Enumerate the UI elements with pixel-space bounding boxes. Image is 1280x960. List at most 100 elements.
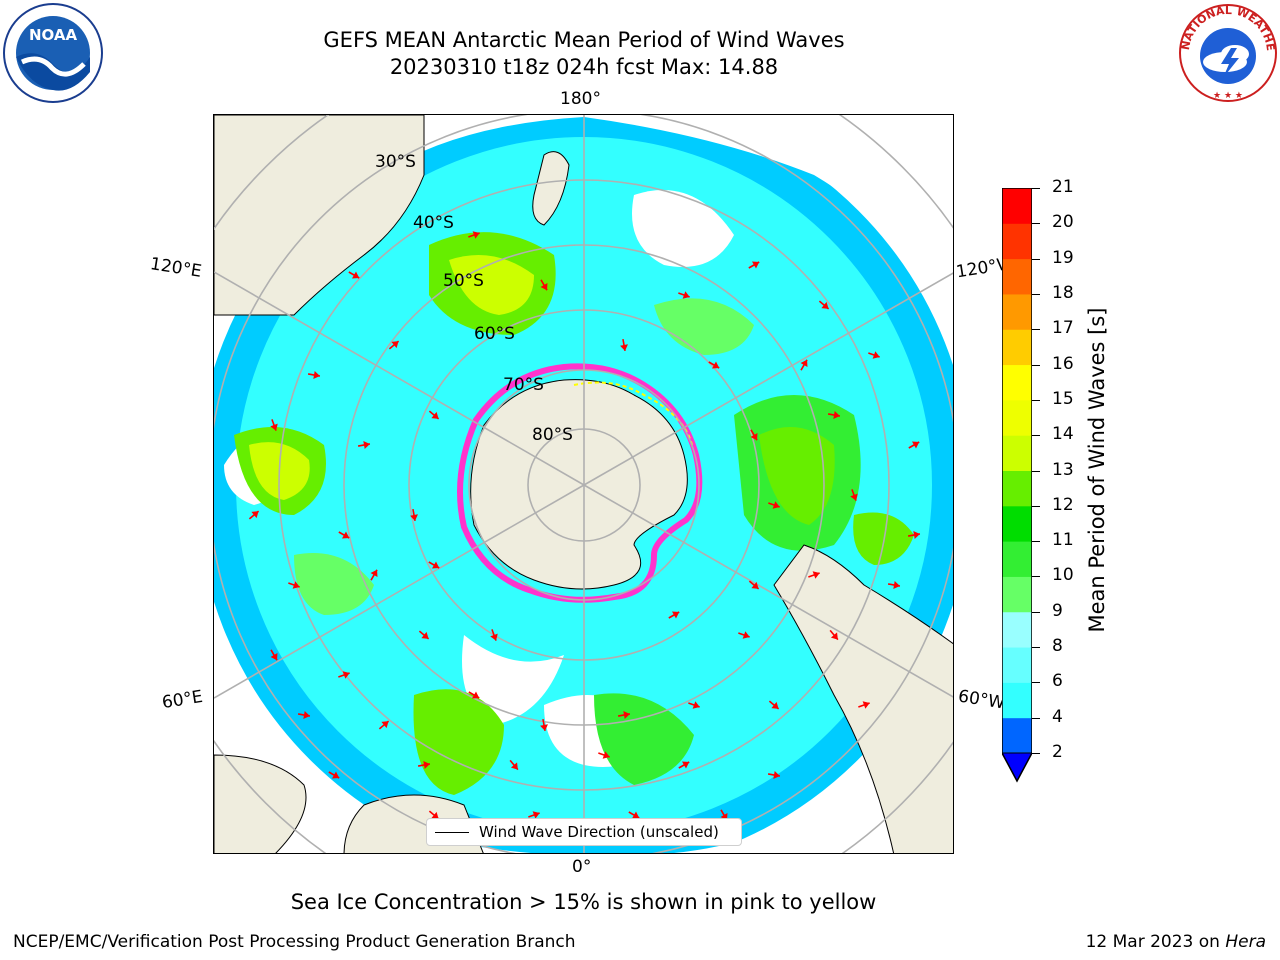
wave-direction-arrow	[328, 771, 340, 779]
machine-name: Hera	[1225, 932, 1266, 952]
colorbar-tick-label: 17	[1052, 318, 1074, 339]
colorbar-tick-mark	[1032, 541, 1040, 543]
antarctica-landmass	[470, 379, 688, 590]
wave-direction-arrow	[417, 761, 431, 769]
colorbar-tick-mark	[1032, 682, 1040, 684]
colorbar	[1002, 188, 1032, 783]
colorbar-tick-mark	[1032, 611, 1040, 613]
wave-direction-arrow	[338, 671, 350, 679]
colorbar-band	[1002, 223, 1032, 260]
colorbar-label: Mean Period of Wind Waves [s]	[1085, 307, 1109, 633]
wave-direction-arrow	[468, 691, 480, 699]
wave-direction-arrow	[800, 359, 808, 371]
lat-label-40s: 40°S	[413, 213, 454, 233]
wave-direction-arrow	[808, 571, 820, 579]
colorbar-tick-label: 6	[1052, 671, 1063, 692]
wave-direction-arrow	[858, 701, 870, 709]
wave-direction-arrow	[540, 718, 548, 732]
wave-direction-arrow	[307, 371, 321, 379]
colorbar-outline	[1002, 188, 1032, 783]
colorbar-band	[1002, 188, 1032, 224]
new-zealand-landmass	[532, 151, 570, 226]
wave-direction-arrow	[620, 338, 628, 352]
wave-direction-arrow	[678, 761, 690, 769]
colorbar-tick-mark	[1032, 329, 1040, 331]
wave-direction-arrow	[678, 291, 690, 299]
colorbar-extend-triangle	[1002, 752, 1032, 783]
colorbar-band	[1002, 329, 1032, 366]
wave-direction-arrow	[748, 261, 760, 269]
noaa-logo-icon: NOAA	[3, 3, 103, 103]
colorbar-band	[1002, 647, 1032, 683]
africa-landmass	[214, 754, 307, 853]
colorbar-tick-mark	[1032, 223, 1040, 225]
wave-direction-arrow	[270, 649, 278, 661]
colorbar-band	[1002, 611, 1032, 648]
wave-direction-arrow	[708, 361, 720, 369]
wave-direction-arrow	[428, 810, 440, 820]
colorbar-tick-label: 13	[1052, 459, 1074, 480]
wave-direction-arrow	[887, 581, 901, 589]
colorbar-tick-label: 19	[1052, 247, 1074, 268]
wave-direction-arrow	[688, 701, 700, 709]
wave-direction-arrow	[378, 720, 390, 730]
wave-direction-arrow	[668, 611, 680, 619]
wave-direction-arrow	[338, 531, 350, 539]
lon-label-120e: 120°E	[148, 254, 203, 282]
wave-direction-arrow	[818, 300, 830, 310]
colorbar-tick-mark	[1032, 647, 1040, 649]
wave-direction-arrow	[288, 581, 300, 589]
wave-direction-arrow	[348, 271, 360, 279]
wave-direction-arrow	[850, 489, 858, 501]
date-line: 12 Mar 2023 on Hera	[1086, 932, 1266, 952]
lon-label-0: 0°	[572, 857, 592, 877]
lat-label-70s: 70°S	[503, 375, 544, 395]
wave-direction-arrow	[490, 629, 498, 641]
chart-subtitle: 20230310 t18z 024h fcst Max: 14.88	[389, 55, 779, 79]
colorbar-tick-label: 18	[1052, 282, 1074, 303]
wave-direction-arrow	[509, 759, 519, 771]
sea-ice-note: Sea Ice Concentration > 15% is shown in …	[290, 890, 877, 914]
colorbar-tick-label: 8	[1052, 636, 1063, 657]
colorbar-tick-mark	[1032, 364, 1040, 366]
wave-direction-arrow	[297, 711, 311, 719]
colorbar-band	[1002, 364, 1032, 401]
longitude-grid	[214, 115, 953, 853]
colorbar-tick-label: 2	[1052, 742, 1063, 762]
map-plot	[213, 114, 954, 854]
lon-label-60e: 60°E	[160, 686, 205, 714]
wave-direction-arrow	[617, 711, 631, 719]
colorbar-band	[1002, 505, 1032, 542]
wave-direction-arrow	[428, 410, 440, 420]
wave-direction-arrow	[748, 580, 760, 590]
colorbar-tick-mark	[1032, 258, 1040, 260]
wave-direction-arrow	[540, 279, 548, 291]
colorbar-tick-label: 11	[1052, 530, 1074, 551]
date-text: 12 Mar 2023 on	[1085, 932, 1226, 952]
colorbar-tick-mark	[1032, 717, 1040, 719]
nws-logo-icon: NATIONAL WEATHER SERVICE ★ ★ ★	[1177, 2, 1277, 102]
map-canvas	[214, 115, 953, 853]
colorbar-tick-label: 10	[1052, 565, 1074, 586]
colorbar-band	[1002, 399, 1032, 436]
credit-line: NCEP/EMC/Verification Post Processing Pr…	[13, 932, 576, 952]
wave-direction-arrow	[738, 631, 750, 639]
lon-label-60w: 60°W	[956, 686, 1007, 714]
lat-label-60s: 60°S	[474, 324, 515, 344]
wave-direction-arrow	[868, 351, 880, 359]
colorbar-tick-mark	[1032, 753, 1040, 754]
legend: Wind Wave Direction (unscaled)	[426, 818, 742, 846]
colorbar-tick-mark	[1032, 576, 1040, 578]
wave-direction-arrow	[468, 231, 480, 239]
wave-direction-arrow	[357, 441, 371, 449]
colorbar-tick-mark	[1032, 188, 1040, 189]
wave-direction-arrow	[907, 531, 921, 539]
lat-label-30s: 30°S	[375, 152, 416, 172]
colorbar-band	[1002, 576, 1032, 613]
wave-direction-arrow	[270, 419, 278, 431]
lat-label-80s: 80°S	[532, 425, 573, 445]
colorbar-tick-label: 16	[1052, 353, 1074, 374]
wave-direction-arrow	[768, 501, 780, 509]
wind-wave-arrows	[248, 231, 921, 821]
lat-label-50s: 50°S	[443, 271, 484, 291]
